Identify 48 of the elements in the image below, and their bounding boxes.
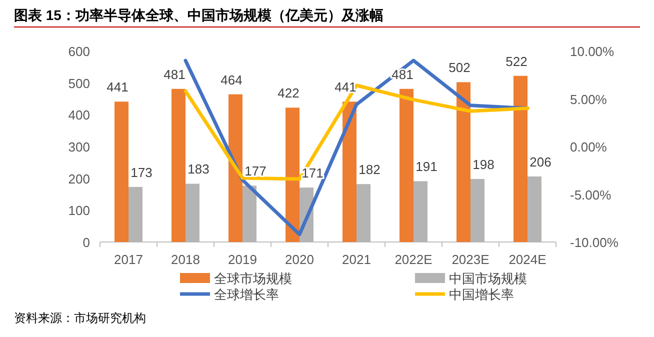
data-label: 183: [188, 162, 210, 177]
y2-tick-label: -10.00%: [570, 235, 619, 250]
y2-tick-label: 5.00%: [570, 92, 608, 107]
legend-label: 中国增长率: [449, 287, 514, 302]
bar: [172, 88, 186, 242]
data-label: 502: [448, 60, 470, 76]
data-label: 522: [506, 54, 528, 69]
bar: [514, 76, 528, 242]
legend-label: 中国市场规模: [449, 271, 527, 286]
legend-label: 全球增长率: [214, 287, 279, 302]
data-label: 464: [220, 72, 242, 88]
legend-label: 全球市场规模: [214, 271, 292, 286]
data-label: 441: [106, 80, 128, 95]
y2-tick-label: -5.00%: [570, 187, 612, 202]
data-label: 481: [164, 66, 186, 82]
y-tick-label: 300: [68, 140, 90, 154]
bar: [114, 102, 128, 242]
data-label: 422: [278, 86, 300, 101]
data-label: 191: [416, 159, 438, 174]
x-tick-label: 2020: [285, 252, 314, 267]
x-tick-label: 2021: [342, 252, 371, 267]
x-tick-label: 2023E: [452, 252, 490, 267]
data-label: 173: [130, 164, 152, 180]
y-tick-label: 100: [68, 203, 90, 218]
text: 资料来源：市场研究机构: [14, 311, 146, 325]
y-tick-label: 500: [68, 76, 90, 91]
bar: [286, 108, 300, 242]
data-label: 177: [244, 164, 266, 179]
chart-title: 图表 15：功率半导体全球、中国市场规模（亿美元）及涨幅: [14, 7, 384, 23]
data-label: 206: [530, 154, 552, 170]
data-label: 182: [358, 162, 380, 178]
y-tick-label: 200: [68, 171, 90, 186]
bar: [228, 94, 242, 242]
y-tick-label: 0: [82, 235, 90, 250]
x-tick-label: 2017: [114, 252, 143, 267]
line-series: [184, 84, 530, 181]
y-tick-label: 600: [68, 44, 90, 59]
bar: [456, 82, 470, 242]
x-tick-label: 2022E: [394, 252, 433, 267]
bar: [400, 88, 414, 242]
bar: [342, 102, 356, 242]
data-label: 198: [472, 156, 494, 172]
y2-tick-label: 10.00%: [570, 44, 615, 59]
x-tick-label: 2024E: [508, 252, 547, 267]
x-tick-label: 2019: [228, 252, 257, 267]
y2-tick-label: 0.00%: [570, 140, 608, 154]
y-tick-label: 400: [68, 108, 90, 123]
x-tick-label: 2018: [171, 252, 200, 267]
